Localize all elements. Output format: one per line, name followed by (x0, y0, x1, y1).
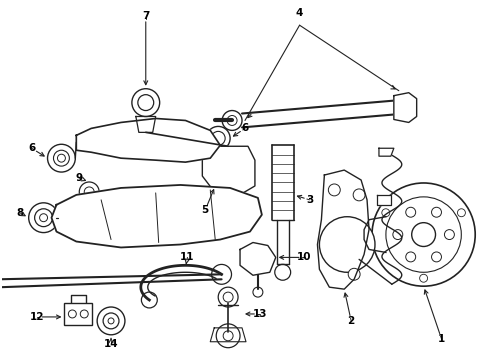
Text: 5: 5 (202, 205, 209, 215)
Text: 3: 3 (306, 195, 313, 205)
Circle shape (53, 150, 70, 166)
Bar (64, 303, 92, 325)
Polygon shape (240, 243, 276, 275)
Text: 12: 12 (29, 312, 44, 322)
Text: 1: 1 (438, 334, 445, 344)
Circle shape (275, 264, 291, 280)
Circle shape (79, 182, 99, 202)
Text: 7: 7 (142, 11, 149, 21)
Polygon shape (202, 146, 255, 196)
Text: 13: 13 (253, 309, 267, 319)
Circle shape (240, 207, 256, 223)
Text: 4: 4 (296, 8, 303, 18)
Text: 6: 6 (242, 123, 248, 134)
Circle shape (109, 205, 133, 229)
Text: 14: 14 (104, 339, 119, 349)
Circle shape (212, 264, 231, 284)
Circle shape (69, 310, 76, 318)
Circle shape (216, 324, 240, 348)
Circle shape (211, 176, 225, 190)
Text: 8: 8 (16, 208, 24, 218)
Circle shape (80, 310, 88, 318)
Circle shape (35, 209, 52, 227)
Circle shape (328, 184, 340, 196)
Circle shape (353, 189, 365, 201)
Circle shape (206, 126, 230, 150)
Circle shape (146, 129, 166, 148)
Circle shape (191, 205, 210, 225)
Circle shape (218, 287, 238, 307)
Circle shape (97, 307, 125, 335)
Circle shape (238, 171, 252, 185)
Polygon shape (394, 93, 416, 122)
Text: 11: 11 (180, 252, 195, 262)
Circle shape (397, 100, 413, 116)
Text: 6: 6 (28, 143, 35, 153)
Circle shape (103, 313, 119, 329)
Circle shape (319, 217, 375, 272)
Polygon shape (377, 195, 391, 205)
Circle shape (220, 152, 236, 168)
Polygon shape (51, 185, 262, 247)
Circle shape (193, 135, 208, 151)
Text: 9: 9 (76, 173, 83, 183)
Polygon shape (379, 148, 394, 156)
Circle shape (29, 203, 58, 233)
Circle shape (132, 89, 160, 117)
Circle shape (142, 292, 157, 308)
Circle shape (211, 131, 225, 145)
Circle shape (222, 111, 242, 130)
Circle shape (48, 144, 75, 172)
Text: 10: 10 (297, 252, 312, 262)
Circle shape (348, 268, 360, 280)
Text: 2: 2 (347, 316, 355, 326)
Circle shape (92, 131, 110, 149)
Polygon shape (76, 118, 220, 162)
Circle shape (227, 116, 237, 125)
